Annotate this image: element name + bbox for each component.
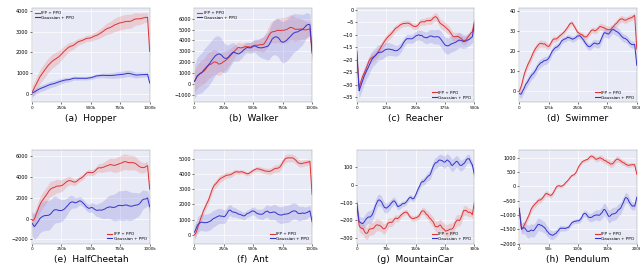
X-axis label: (c)  Reacher: (c) Reacher (388, 114, 443, 123)
Legend: IFP + PPO, Gaussian + PPO: IFP + PPO, Gaussian + PPO (431, 90, 472, 100)
X-axis label: (a)  Hopper: (a) Hopper (65, 114, 116, 123)
X-axis label: (h)  Pendulum: (h) Pendulum (546, 255, 610, 265)
X-axis label: (b)  Walker: (b) Walker (228, 114, 278, 123)
Legend: IFP + PPO, Gaussian + PPO: IFP + PPO, Gaussian + PPO (594, 231, 635, 242)
X-axis label: (e)  HalfCheetah: (e) HalfCheetah (54, 255, 128, 265)
Legend: IFP + PPO, Gaussian + PPO: IFP + PPO, Gaussian + PPO (106, 231, 148, 242)
Legend: IFP + PPO, Gaussian + PPO: IFP + PPO, Gaussian + PPO (34, 11, 75, 21)
X-axis label: (d)  Swimmer: (d) Swimmer (547, 114, 609, 123)
Legend: IFP + PPO, Gaussian + PPO: IFP + PPO, Gaussian + PPO (594, 90, 635, 100)
Legend: IFP + PPO, Gaussian + PPO: IFP + PPO, Gaussian + PPO (269, 231, 310, 242)
X-axis label: (f)  Ant: (f) Ant (237, 255, 269, 265)
X-axis label: (g)  MountainCar: (g) MountainCar (378, 255, 454, 265)
Legend: IFP + PPO, Gaussian + PPO: IFP + PPO, Gaussian + PPO (431, 231, 472, 242)
Legend: IFP + PPO, Gaussian + PPO: IFP + PPO, Gaussian + PPO (196, 11, 237, 21)
